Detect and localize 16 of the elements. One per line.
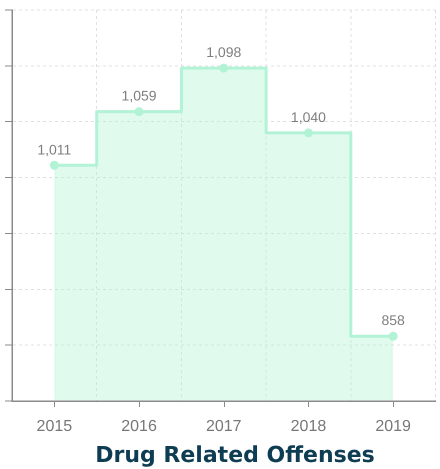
- data-label: 858: [381, 312, 406, 328]
- data-label: 1,040: [290, 108, 326, 125]
- x-tick-label: 2018: [290, 418, 326, 436]
- point: [134, 107, 144, 116]
- point: [304, 128, 313, 138]
- point: [219, 64, 228, 73]
- data-label: 1,098: [206, 44, 242, 60]
- x-tick-label: 2015: [36, 418, 72, 436]
- x-tick-label: 2016: [121, 418, 157, 436]
- point: [388, 332, 398, 341]
- data-label: 1,059: [122, 88, 157, 104]
- point: [50, 160, 59, 170]
- data-label: 1,011: [37, 141, 72, 158]
- x-tick-label: 2017: [206, 418, 242, 436]
- text: Drug Related Offenses: [95, 443, 375, 469]
- x-tick-label: 2019: [375, 418, 412, 436]
